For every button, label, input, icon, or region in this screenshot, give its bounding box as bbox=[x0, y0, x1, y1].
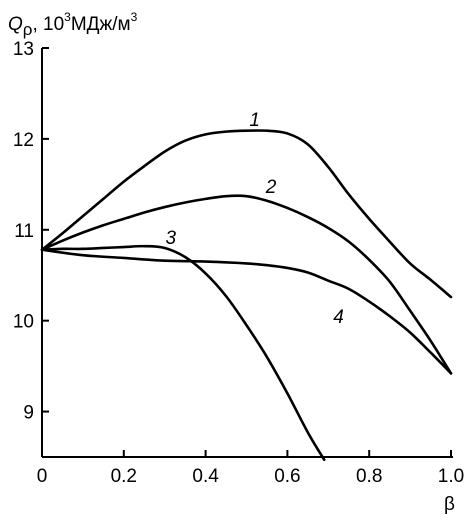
curves bbox=[40, 129, 453, 462]
series-1-label: 1 bbox=[249, 110, 260, 131]
series-1-line bbox=[40, 129, 453, 299]
x-tick-label-2: 0.4 bbox=[192, 466, 219, 487]
y-axis-label-q: Q bbox=[8, 14, 23, 35]
x-axis-label: β bbox=[444, 494, 455, 515]
y-tick-label-4: 13 bbox=[13, 39, 34, 60]
series-2-label: 2 bbox=[265, 177, 277, 198]
y-tick-label-0: 9 bbox=[23, 403, 34, 424]
series-3-label: 3 bbox=[166, 228, 177, 249]
series-2-line bbox=[40, 194, 453, 375]
x-tick-label-5: 1.0 bbox=[438, 466, 464, 487]
y-axis-label-rest: , 10 bbox=[32, 14, 64, 35]
y-axis-label-exp: 3 bbox=[64, 10, 71, 24]
x-tick-label-4: 0.8 bbox=[356, 466, 382, 487]
series-labels: 1 2 3 4 bbox=[166, 110, 344, 328]
y-axis-label-unit-exp: 3 bbox=[131, 10, 138, 24]
axes bbox=[41, 48, 453, 458]
x-tick-label-1: 0.2 bbox=[111, 466, 137, 487]
y-axis-label: Qρ, 103МДж/м3 bbox=[8, 10, 138, 39]
series-3-line bbox=[40, 244, 326, 462]
y-axis-label-rho: ρ bbox=[23, 20, 33, 39]
x-ticks: 0 0.2 0.4 0.6 0.8 1.0 bbox=[37, 450, 464, 487]
y-tick-label-2: 11 bbox=[14, 221, 34, 242]
x-tick-label-3: 0.6 bbox=[274, 466, 300, 487]
x-tick-label-0: 0 bbox=[37, 466, 48, 487]
y-axis-label-unit: МДж/м bbox=[71, 14, 131, 35]
y-ticks: 9 10 11 12 13 bbox=[13, 39, 49, 424]
series-4-line bbox=[40, 248, 453, 375]
y-tick-label-3: 12 bbox=[13, 130, 34, 151]
y-tick-label-1: 10 bbox=[13, 312, 34, 333]
series-4-label: 4 bbox=[333, 307, 344, 328]
